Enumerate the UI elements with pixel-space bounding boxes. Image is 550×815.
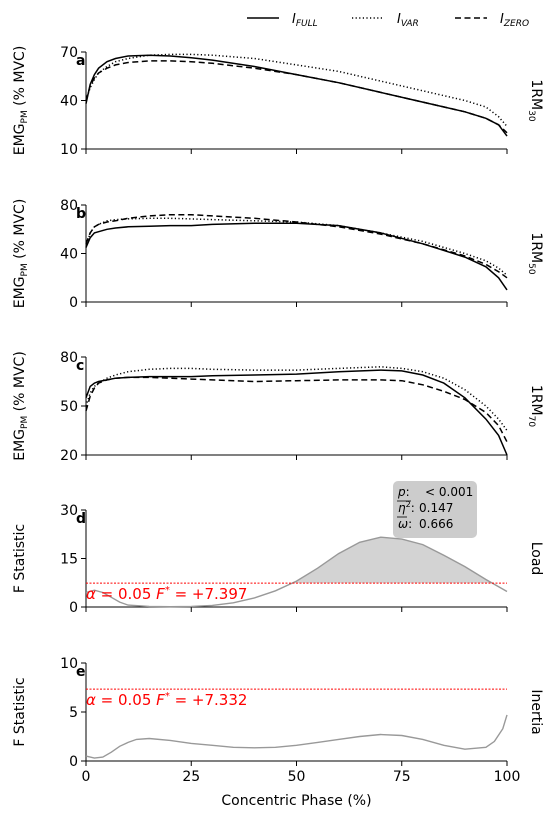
legend-label-zero: IZERO (500, 12, 529, 29)
series-line-i-zero (85, 376, 508, 443)
stats-symbol: η2: (398, 500, 415, 515)
panel-label: e (76, 664, 86, 680)
stats-value: < 0.001 (425, 485, 473, 499)
side-label: 1RM70 (526, 385, 544, 427)
y-tick-label: 20 (60, 448, 78, 464)
series-line-i-zero (85, 60, 508, 134)
y-tick-label: 80 (60, 350, 78, 366)
side-label: 1RM50 (526, 232, 544, 274)
y-tick-label: 10 (60, 142, 78, 158)
y-axis-label: F Statistic (12, 677, 28, 746)
suprathreshold-area (292, 537, 493, 584)
series-line-i-full (85, 222, 508, 291)
legend: IFULL IVAR IZERO (247, 12, 529, 29)
f-statistic-line (85, 714, 508, 759)
x-tick-label: 75 (393, 769, 411, 785)
threshold-label: α = 0.05 F* = +7.397 (86, 585, 247, 603)
series-line-i-var (85, 217, 508, 276)
legend-label-var: IVAR (397, 12, 419, 29)
panel-c: 20 50 80c EMGPM (% MVC) 1RM70 (12, 350, 544, 464)
y-axis-label: F Statistic (12, 524, 28, 593)
stats-box: p: < 0.001 η2: 0.147 ω: 0.666 (393, 481, 477, 538)
x-tick-label: 50 (288, 769, 306, 785)
stats-box-bg (393, 481, 477, 538)
stats-symbol: p: (397, 485, 410, 499)
x-tick-label: 0 (82, 769, 91, 785)
series-line-i-full (85, 54, 508, 137)
series-line-i-full (85, 369, 508, 456)
stats-value: 0.666 (419, 517, 453, 531)
series-line-i-zero (85, 213, 508, 279)
y-axis-label: EMGPM (% MVC) (12, 351, 30, 461)
y-tick-label: 10 (60, 656, 78, 672)
y-tick-label: 0 (69, 600, 78, 616)
y-tick-label: 0 (69, 754, 78, 770)
x-tick-label: 25 (182, 769, 200, 785)
panel-label: a (76, 53, 85, 69)
x-tick-label: 100 (494, 769, 521, 785)
panel-label: b (76, 206, 86, 222)
panel-label: d (76, 511, 86, 527)
f-statistic-line (85, 536, 508, 608)
stats-value: 0.147 (419, 501, 453, 515)
y-tick-label: 80 (60, 198, 78, 214)
panel-d: 0 15 30d F Statistic Load α = 0.05 F* = +7.39… (12, 481, 544, 616)
y-tick-label: 15 (60, 552, 78, 568)
legend-label-full: IFULL (292, 12, 318, 29)
y-tick-label: 50 (60, 399, 78, 415)
x-axis-label: Concentric Phase (%) (221, 793, 371, 809)
y-axis-label: EMGPM (% MVC) (12, 46, 30, 156)
y-tick-label: 70 (60, 45, 78, 61)
y-tick-label: 30 (60, 503, 78, 519)
panel-label: c (76, 358, 84, 374)
side-label: Inertia (528, 689, 544, 734)
y-tick-label: 40 (60, 94, 78, 110)
panel-b: 0 40 80b EMGPM (% MVC) 1RM50 (12, 198, 544, 311)
y-tick-label: 5 (69, 705, 78, 721)
threshold-label: α = 0.05 F* = +7.332 (86, 691, 247, 709)
y-axis-label: EMGPM (% MVC) (12, 199, 30, 309)
y-tick-label: 0 (69, 295, 78, 311)
series-line-i-var (85, 53, 508, 127)
side-label: Load (528, 542, 544, 576)
side-label: 1RM30 (526, 79, 544, 121)
stats-symbol: ω: (398, 517, 412, 531)
panel-a: 10 40 70a EMGPM (% MVC) 1RM30 (12, 45, 544, 158)
y-tick-label: 40 (60, 247, 78, 263)
